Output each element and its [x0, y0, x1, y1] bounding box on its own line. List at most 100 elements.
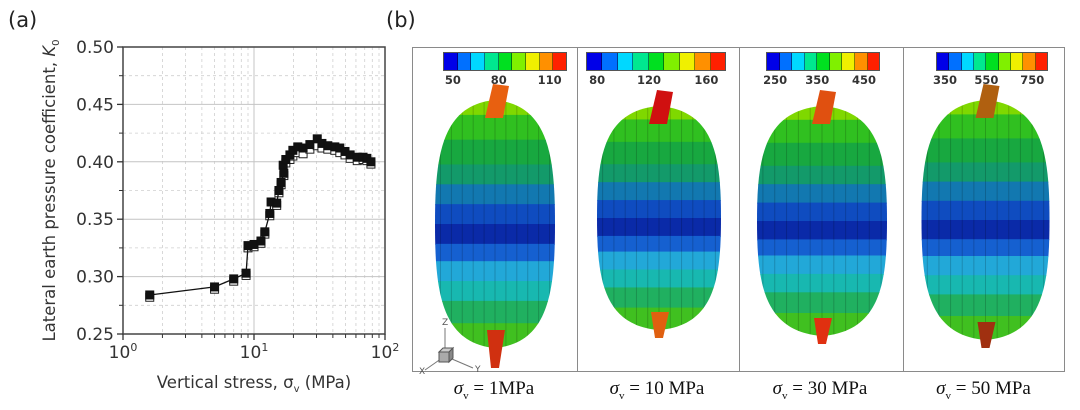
- rose-band: [757, 255, 887, 275]
- x-tick-label: 102: [371, 341, 400, 363]
- caption-value: = 10 MPa: [624, 378, 705, 399]
- filled-square-point: [366, 157, 376, 167]
- x-tick-label: 100: [109, 341, 138, 363]
- filled-square-point: [241, 268, 251, 278]
- filled-square-point: [256, 236, 266, 246]
- colorbar-segment: [1023, 53, 1036, 70]
- colorbar-segment: [998, 53, 1011, 70]
- colorbar-segment: [973, 53, 987, 70]
- colorbar-tick-labels: 50 80 110: [443, 73, 567, 87]
- colorbar: [936, 52, 1048, 71]
- colorbar-segment: [986, 53, 999, 70]
- sigma-subscript: v: [782, 389, 788, 402]
- colorbar-segment: [949, 53, 962, 70]
- rose-band: [597, 182, 721, 202]
- rose-bottom-spike: [487, 330, 505, 368]
- colorbar-segment: [854, 53, 868, 70]
- colorbar-segment: [1035, 53, 1047, 70]
- rose-top-spike: [975, 84, 1000, 118]
- fabric-rose-diagram: [921, 84, 1050, 348]
- rose-band: [597, 269, 721, 289]
- filled-square-point: [305, 140, 315, 150]
- rose-bottom-spike: [814, 318, 832, 344]
- rose-band: [597, 119, 721, 143]
- rose-bottom-spike: [977, 322, 996, 348]
- subpanel-caption: σv = 10 MPa: [610, 378, 705, 402]
- rose-band: [757, 221, 887, 241]
- rose-band: [757, 273, 887, 294]
- colorbar-segment: [817, 53, 830, 70]
- sigma-symbol: σ: [936, 378, 946, 399]
- colorbar-segment: [710, 53, 725, 70]
- colorbar-segment: [617, 53, 634, 70]
- panel-label-b: (b): [386, 8, 416, 32]
- axis-triad-label-z: Z: [442, 318, 448, 328]
- colorbar-segment: [804, 53, 818, 70]
- rose-band: [597, 164, 721, 184]
- colorbar-tick-label: 550: [974, 73, 999, 87]
- colorbar-tick-label: 110: [537, 73, 562, 87]
- y-tick-label: 0.35: [76, 210, 114, 230]
- rose-band: [757, 184, 887, 204]
- rose-band: [435, 204, 555, 225]
- colorbar-tick-label: 750: [1020, 73, 1045, 87]
- sigma-symbol: σ: [453, 378, 464, 399]
- colorbar: [766, 52, 880, 71]
- colorbar-tick-labels: 250 350 450: [763, 73, 880, 87]
- rose-subpanel-4: 350 550 750: [903, 48, 1066, 371]
- filled-square-point: [260, 227, 270, 237]
- subpanel-caption: σv = 30 MPa: [773, 378, 868, 402]
- filled-square-point: [272, 198, 282, 208]
- rose-band: [757, 239, 887, 257]
- rose-top-spike: [649, 90, 673, 124]
- filled-square-point: [229, 274, 239, 284]
- rose-band: [757, 165, 887, 186]
- axis-triad-icon: Z Y X: [419, 318, 481, 376]
- fabric-rose-diagram: [435, 84, 555, 368]
- rose-band: [597, 200, 721, 219]
- colorbar-segment: [842, 53, 855, 70]
- rose-top-spike: [485, 84, 509, 118]
- colorbar-segment: [695, 53, 711, 70]
- rose-band: [435, 261, 555, 283]
- filled-square-point: [145, 290, 155, 300]
- rose-top-spike: [812, 90, 836, 124]
- series-filled-squares: [145, 134, 376, 300]
- caption-value: = 30 MPa: [787, 378, 868, 399]
- axis-triad-label-x: X: [419, 367, 425, 376]
- rose-band: [921, 181, 1050, 202]
- caption-value: = 50 MPa: [951, 378, 1031, 399]
- colorbar-segment: [539, 53, 554, 70]
- rose-band: [921, 138, 1050, 164]
- rose-band: [597, 251, 721, 271]
- colorbar-segment: [485, 53, 499, 70]
- subpanel-caption: σv = 1MPa: [454, 378, 534, 402]
- x-tick-label: 101: [240, 341, 269, 363]
- colorbar-tick-label: 50: [444, 73, 461, 87]
- rose-band: [435, 184, 555, 206]
- rose-band: [921, 275, 1050, 296]
- rose-subpanel-3: 250 350 450: [739, 48, 903, 371]
- rose-band: [435, 281, 555, 302]
- colorbar-segment: [633, 53, 649, 70]
- rose-band: [597, 141, 721, 166]
- colorbar-tick-label: 80: [490, 73, 507, 87]
- colorbar-segment: [937, 53, 950, 70]
- colorbar-segment: [498, 53, 513, 70]
- rose-band: [757, 292, 887, 314]
- rose-band: [921, 239, 1050, 257]
- caption-value: = 1MPa: [468, 378, 535, 399]
- colorbar-tick-label: 120: [636, 73, 662, 87]
- colorbar-tick-label: 350: [805, 73, 830, 87]
- rose-band: [597, 235, 721, 253]
- colorbar-segment: [829, 53, 843, 70]
- rose-subpanel-1: 50 80 110 Z Y X: [413, 48, 577, 376]
- colorbar-segment: [664, 53, 680, 70]
- y-tick-label: 0.40: [76, 153, 114, 173]
- colorbar-segment: [553, 53, 567, 70]
- colorbar-segment: [471, 53, 486, 70]
- rose-band: [435, 300, 555, 325]
- colorbar-tick-label: 250: [763, 73, 788, 87]
- colorbar-segment: [767, 53, 780, 70]
- fabric-rose-panel: 50 80 110 Z Y X 80 120 160 250 350 450 350 550 750: [412, 47, 1066, 376]
